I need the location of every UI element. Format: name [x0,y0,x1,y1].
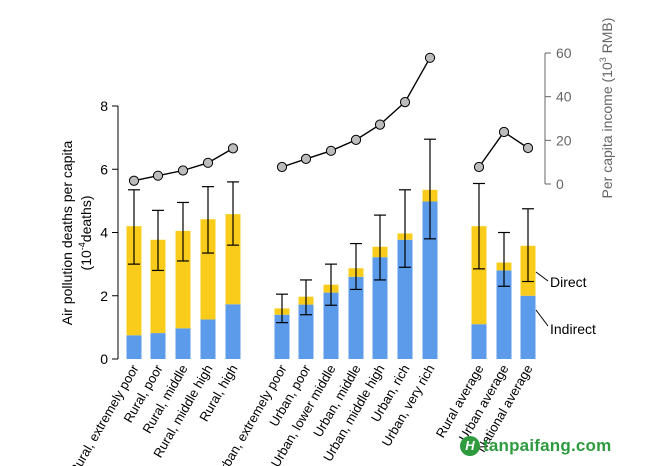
y-axis-label: Air pollution deaths per capita [59,141,75,326]
direct-leader [535,271,549,282]
income-marker [522,142,534,154]
watermark-logo-icon: H [460,436,480,456]
bar-indirect [397,239,413,359]
bar-indirect [126,335,142,359]
income-line [281,57,431,168]
y2-axis-label: Per capita income (103 RMB) [598,18,615,199]
y-tick-label: 0 [100,351,108,367]
bar-direct [175,230,191,329]
bar-direct [471,226,487,325]
income-line [478,131,529,168]
income-marker [128,175,140,186]
bar-indirect [298,304,314,359]
bar-indirect [323,292,339,359]
bar-indirect [471,324,487,359]
income-marker [498,126,510,138]
bar-indirect [274,314,290,359]
y2-tick-label: 0 [556,176,564,192]
watermark: H tanpaifang.com [460,434,611,458]
income-marker [374,119,386,130]
bar-direct [200,219,216,320]
bar-direct [225,214,241,305]
y2-tick-label: 40 [556,89,572,105]
income-marker [350,134,362,145]
y-axis-label-unit: (10-4deaths) [77,196,94,271]
income-marker [300,153,312,164]
y-tick-label: 8 [100,98,108,114]
income-marker [325,145,337,156]
income-marker [227,143,239,154]
y2-tick-label: 60 [556,45,572,61]
income-marker [399,97,411,108]
income-marker [276,161,288,173]
annotation-direct: Direct [550,274,587,290]
bar-direct [150,239,166,334]
bar-indirect [422,201,438,359]
bar-indirect [150,333,166,359]
income-marker [473,161,485,173]
bar-indirect [348,276,364,359]
y2-tick-label: 20 [556,132,572,148]
bar-indirect [225,304,241,359]
income-line [133,147,234,182]
income-marker [152,170,164,181]
income-marker [202,157,214,168]
indirect-leader [535,309,549,327]
bar-indirect [200,319,216,359]
bar-indirect [175,328,191,359]
bar-indirect [496,270,512,359]
income-marker [424,52,436,63]
annotation-indirect: Indirect [550,321,596,337]
income-marker [177,165,189,176]
bar-indirect [372,257,388,359]
watermark-text: tanpaifang.com [483,436,612,455]
bar-direct [126,226,142,336]
y-tick-label: 6 [100,161,108,177]
bar-indirect [520,295,536,359]
y-tick-label: 4 [100,225,108,241]
y-tick-label: 2 [100,288,108,304]
